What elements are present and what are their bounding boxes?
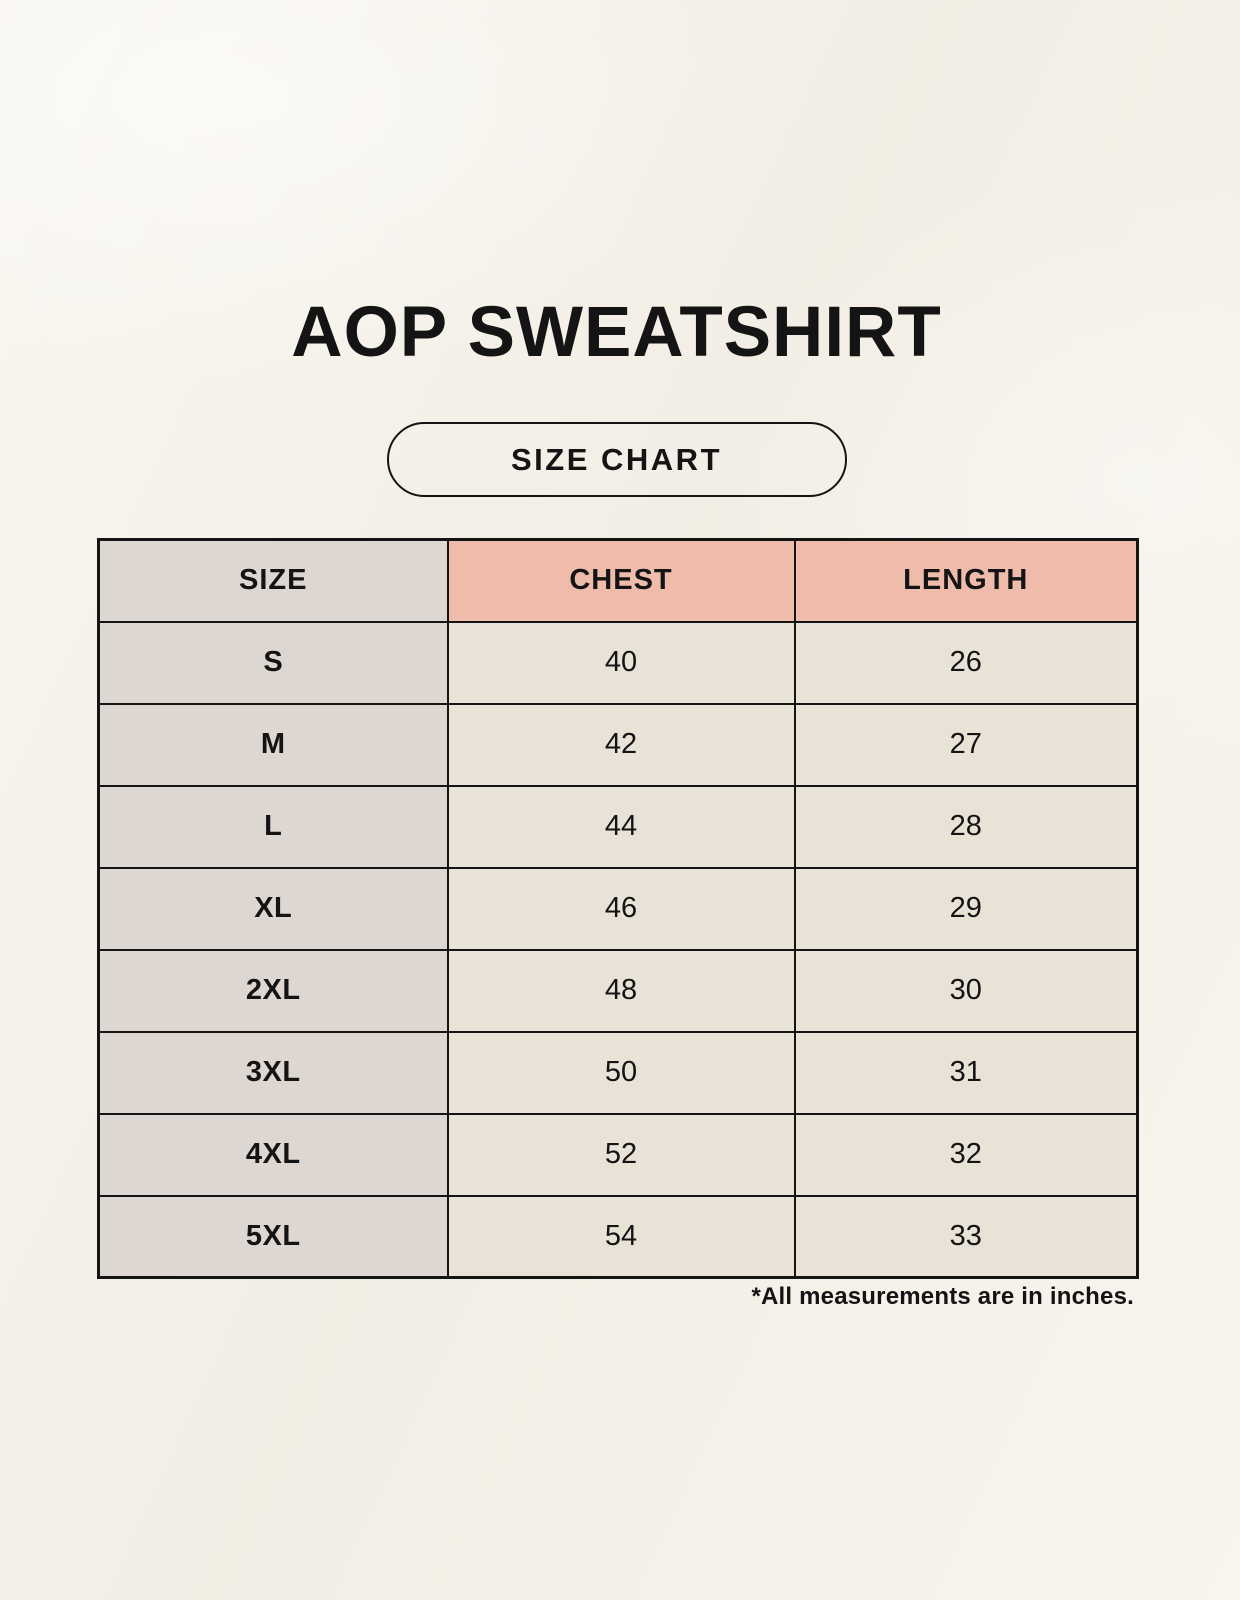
chest-cell: 44 <box>446 784 796 869</box>
size-cell: 3XL <box>97 1030 449 1115</box>
table-row-4xl: 4XL 52 32 <box>97 1112 1139 1197</box>
length-cell: 27 <box>793 702 1139 787</box>
size-chart-badge-label: SIZE CHART <box>511 441 722 477</box>
column-header-length: LENGTH <box>793 538 1139 623</box>
table-row-m: M 42 27 <box>97 702 1139 787</box>
page-title: AOP SWEATSHIRT <box>291 293 942 372</box>
table-row-3xl: 3XL 50 31 <box>97 1030 1139 1115</box>
column-header-size: SIZE <box>97 538 449 623</box>
length-cell: 29 <box>793 866 1139 951</box>
content-column: AOP SWEATSHIRT SIZE CHART SIZE CHEST LEN… <box>97 0 1139 1600</box>
chest-cell: 40 <box>446 620 796 705</box>
size-table: SIZE CHEST LENGTH S 40 26 M 42 27 L <box>97 538 1139 1279</box>
length-cell: 30 <box>793 948 1139 1033</box>
size-chart-badge: SIZE CHART <box>386 422 847 497</box>
measurements-footnote: *All measurements are in inches. <box>751 1283 1134 1310</box>
chest-cell: 50 <box>446 1030 796 1115</box>
chest-cell: 48 <box>446 948 796 1033</box>
column-header-chest: CHEST <box>446 538 796 623</box>
length-cell: 32 <box>793 1112 1139 1197</box>
size-cell: XL <box>97 866 449 951</box>
length-cell: 28 <box>793 784 1139 869</box>
size-cell: L <box>97 784 449 869</box>
length-cell: 33 <box>793 1194 1139 1279</box>
size-cell: 4XL <box>97 1112 449 1197</box>
table-row-s: S 40 26 <box>97 620 1139 705</box>
table-row-5xl: 5XL 54 33 <box>97 1194 1139 1279</box>
length-cell: 31 <box>793 1030 1139 1115</box>
size-cell: S <box>97 620 449 705</box>
length-cell: 26 <box>793 620 1139 705</box>
chest-cell: 42 <box>446 702 796 787</box>
table-header-row: SIZE CHEST LENGTH <box>97 538 1139 623</box>
table-row-l: L 44 28 <box>97 784 1139 869</box>
chest-cell: 54 <box>446 1194 796 1279</box>
chest-cell: 46 <box>446 866 796 951</box>
chest-cell: 52 <box>446 1112 796 1197</box>
size-cell: M <box>97 702 449 787</box>
size-cell: 5XL <box>97 1194 449 1279</box>
table-row-xl: XL 46 29 <box>97 866 1139 951</box>
size-cell: 2XL <box>97 948 449 1033</box>
table-row-2xl: 2XL 48 30 <box>97 948 1139 1033</box>
